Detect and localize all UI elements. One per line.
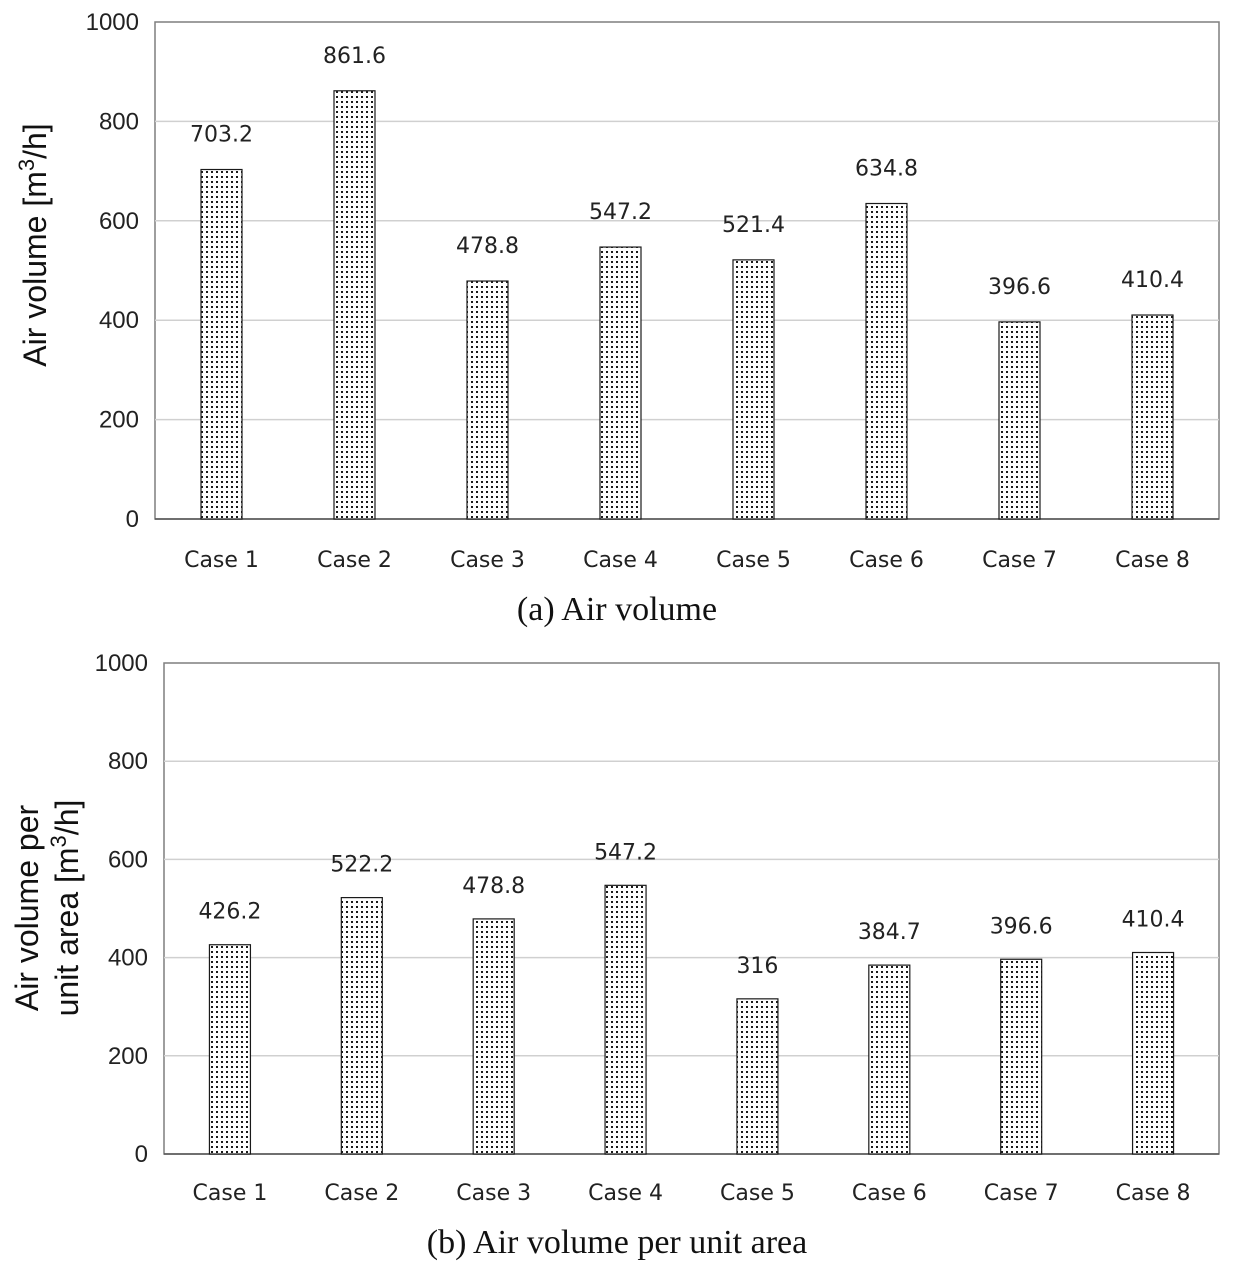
bar xyxy=(604,884,647,1155)
x-tick-label: Case 8 xyxy=(1115,548,1190,573)
bar xyxy=(472,918,515,1155)
bar xyxy=(466,280,509,520)
y-tick-label: 200 xyxy=(99,407,139,434)
plot-frame xyxy=(163,662,1220,1155)
x-tick-label: Case 3 xyxy=(456,1181,531,1206)
data-label: 316 xyxy=(736,954,778,979)
data-label: 861.6 xyxy=(323,44,386,69)
chart-air-volume: 0 200 400 600 800 1000 Case 1 Case 2 Case 3 Case… xyxy=(14,9,1220,628)
data-label: 547.2 xyxy=(589,200,652,225)
y-axis-label-line-1: Air volume per xyxy=(9,805,45,1012)
data-label: 410.4 xyxy=(1121,268,1184,293)
bar xyxy=(340,896,383,1155)
bar xyxy=(599,246,642,520)
y-axis-label-line-2: unit area [m3/h] xyxy=(46,800,85,1017)
data-label: 410.4 xyxy=(1122,907,1185,932)
bar xyxy=(736,998,779,1155)
data-label: 396.6 xyxy=(988,275,1051,300)
x-tick-label: Case 5 xyxy=(716,548,791,573)
data-label: 521.4 xyxy=(722,213,785,238)
data-label: 703.2 xyxy=(190,123,253,148)
bar xyxy=(1000,958,1043,1155)
bar xyxy=(732,259,775,520)
y-tick-label: 600 xyxy=(108,846,148,873)
y-tick-label: 800 xyxy=(108,748,148,775)
data-label: 426.2 xyxy=(198,900,261,925)
y-tick-label: 1000 xyxy=(86,9,139,36)
bar xyxy=(998,321,1041,520)
data-label: 547.2 xyxy=(594,840,657,865)
bar xyxy=(200,168,243,520)
x-tick-label: Case 1 xyxy=(184,548,259,573)
bar xyxy=(208,944,252,1155)
y-tick-label: 400 xyxy=(99,307,139,334)
y-tick-label: 0 xyxy=(135,1141,148,1168)
chart-caption: (b) Air volume per unit area xyxy=(427,1224,807,1261)
data-label: 478.8 xyxy=(462,874,525,899)
data-label: 478.8 xyxy=(456,234,519,259)
bar xyxy=(865,202,908,520)
data-label: 396.6 xyxy=(990,914,1053,939)
x-tick-label: Case 2 xyxy=(324,1181,399,1206)
chart-b-svg: 0 200 400 600 800 1000 Case 1 Case 2 Case 3 Case… xyxy=(9,650,1220,1261)
x-tick-label: Case 4 xyxy=(588,1181,663,1206)
chart-air-volume-per-unit-area: 0 200 400 600 800 1000 Case 1 Case 2 Case 3 Case… xyxy=(0,635,1234,1268)
bar xyxy=(868,964,911,1155)
x-tick-label: Case 4 xyxy=(583,548,658,573)
x-tick-label: Case 3 xyxy=(450,548,525,573)
chart-caption: (a) Air volume xyxy=(517,591,717,628)
x-tick-label: Case 8 xyxy=(1116,1181,1191,1206)
chart-a-svg: 0 200 400 600 800 1000 Case 1 Case 2 Case 3 Case… xyxy=(14,9,1220,628)
y-tick-label: 400 xyxy=(108,945,148,972)
bar xyxy=(333,90,376,520)
x-tick-label: Case 1 xyxy=(193,1181,268,1206)
x-tick-label: Case 2 xyxy=(317,548,392,573)
x-tick-label: Case 5 xyxy=(720,1181,795,1206)
y-tick-label: 200 xyxy=(108,1043,148,1070)
x-tick-label: Case 7 xyxy=(984,1181,1059,1206)
data-label: 522.2 xyxy=(330,853,393,878)
bar xyxy=(1131,951,1175,1155)
y-tick-label: 800 xyxy=(99,108,139,135)
x-tick-label: Case 6 xyxy=(852,1181,927,1206)
bar xyxy=(1131,314,1174,520)
y-axis-label: Air volume [m3/h] xyxy=(14,123,53,366)
data-label: 384.7 xyxy=(858,920,921,945)
plot-frame xyxy=(154,21,1220,520)
y-tick-label: 1000 xyxy=(95,650,148,677)
y-tick-label: 0 xyxy=(126,506,139,533)
x-tick-label: Case 6 xyxy=(849,548,924,573)
x-tick-label: Case 7 xyxy=(982,548,1057,573)
data-label: 634.8 xyxy=(855,157,918,182)
y-tick-label: 600 xyxy=(99,208,139,235)
